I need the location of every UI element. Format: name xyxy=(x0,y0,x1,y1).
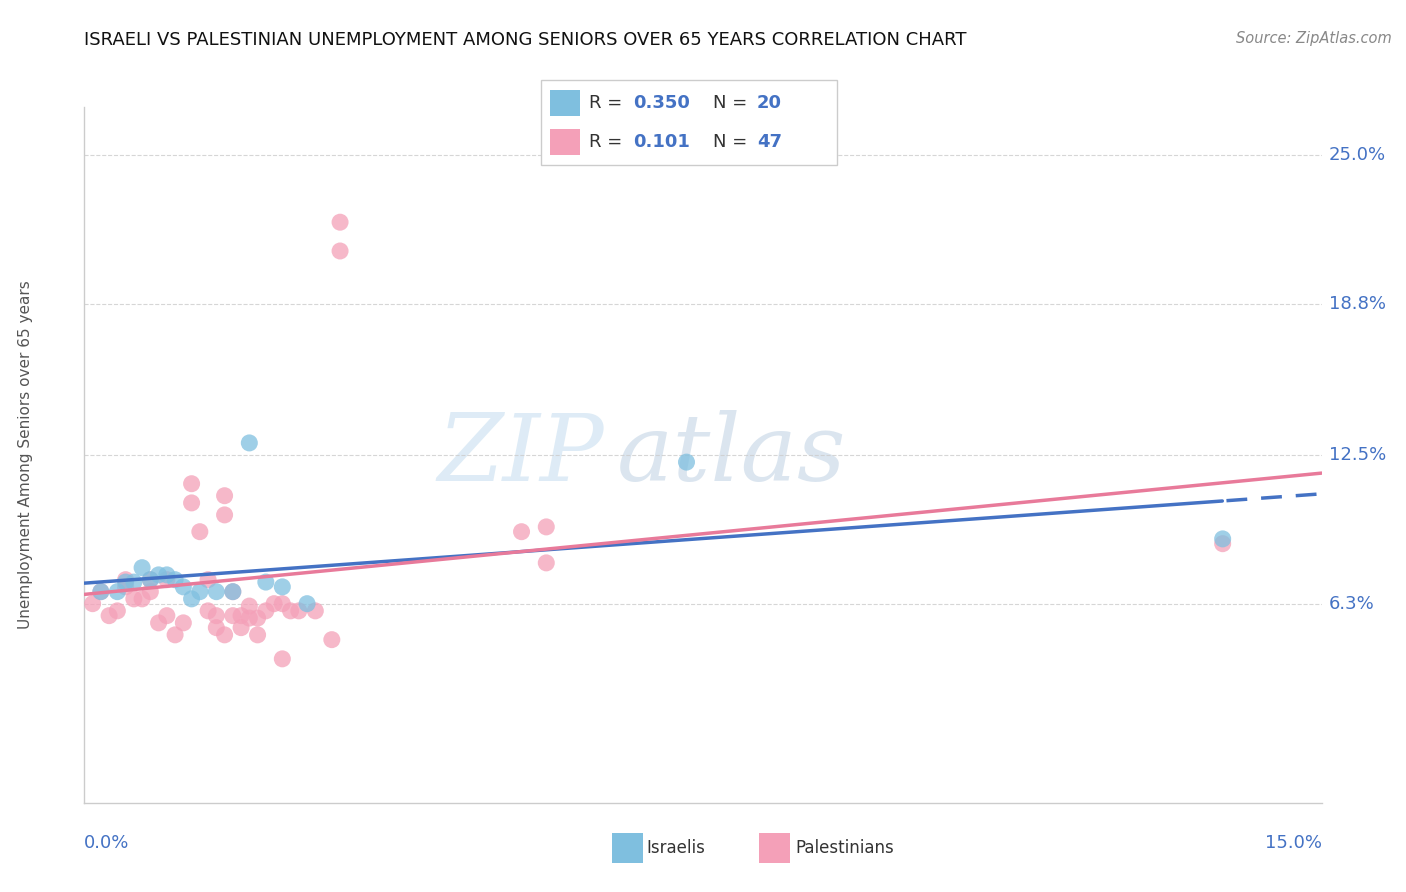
Point xyxy=(214,508,236,522)
Text: 15.0%: 15.0% xyxy=(1264,834,1322,852)
Point xyxy=(238,436,260,450)
Point xyxy=(98,608,121,623)
Point xyxy=(188,524,211,539)
Point xyxy=(1212,532,1234,546)
Point xyxy=(205,584,228,599)
Point xyxy=(165,573,187,587)
Point xyxy=(180,591,202,606)
Point xyxy=(114,575,136,590)
Point xyxy=(214,628,236,642)
Point xyxy=(172,615,194,630)
Point xyxy=(536,556,558,570)
Point xyxy=(139,584,162,599)
Point xyxy=(197,573,219,587)
Point xyxy=(114,573,136,587)
Text: 20: 20 xyxy=(756,95,782,112)
Point xyxy=(131,560,153,574)
Text: 47: 47 xyxy=(756,133,782,151)
Point xyxy=(90,584,112,599)
Point xyxy=(280,604,302,618)
Point xyxy=(222,584,245,599)
Point xyxy=(156,608,179,623)
Point xyxy=(105,584,128,599)
Point xyxy=(139,573,162,587)
Point xyxy=(229,608,252,623)
Text: Israelis: Israelis xyxy=(647,839,706,857)
Text: Palestinians: Palestinians xyxy=(796,839,894,857)
Point xyxy=(148,615,170,630)
Point xyxy=(131,591,153,606)
Text: Source: ZipAtlas.com: Source: ZipAtlas.com xyxy=(1236,31,1392,46)
Point xyxy=(246,628,269,642)
Text: 18.8%: 18.8% xyxy=(1329,294,1386,313)
FancyBboxPatch shape xyxy=(541,80,837,165)
Point xyxy=(510,524,533,539)
Point xyxy=(180,496,202,510)
Text: 6.3%: 6.3% xyxy=(1329,595,1375,613)
Point xyxy=(675,455,697,469)
Point xyxy=(148,567,170,582)
Point xyxy=(122,591,145,606)
Point xyxy=(329,244,352,258)
Point xyxy=(90,584,112,599)
Point xyxy=(254,575,277,590)
Point xyxy=(263,597,285,611)
Point xyxy=(82,597,104,611)
FancyBboxPatch shape xyxy=(550,129,579,155)
Text: atlas: atlas xyxy=(616,410,846,500)
Point xyxy=(180,476,202,491)
Point xyxy=(254,604,277,618)
Point xyxy=(295,597,318,611)
Text: Unemployment Among Seniors over 65 years: Unemployment Among Seniors over 65 years xyxy=(18,281,32,629)
Text: 0.101: 0.101 xyxy=(633,133,690,151)
Point xyxy=(222,584,245,599)
Point xyxy=(329,215,352,229)
Point xyxy=(172,580,194,594)
Point xyxy=(229,621,252,635)
Point xyxy=(156,567,179,582)
Point xyxy=(304,604,326,618)
Point xyxy=(214,489,236,503)
Point xyxy=(139,573,162,587)
Point xyxy=(288,604,311,618)
Point xyxy=(205,608,228,623)
Point xyxy=(238,611,260,625)
Text: ZIP: ZIP xyxy=(437,410,605,500)
Point xyxy=(321,632,343,647)
Point xyxy=(122,575,145,590)
Text: R =: R = xyxy=(589,95,627,112)
Point xyxy=(105,604,128,618)
Point xyxy=(156,573,179,587)
Point xyxy=(238,599,260,613)
Text: R =: R = xyxy=(589,133,627,151)
Point xyxy=(246,611,269,625)
Text: N =: N = xyxy=(713,133,752,151)
Text: ISRAELI VS PALESTINIAN UNEMPLOYMENT AMONG SENIORS OVER 65 YEARS CORRELATION CHAR: ISRAELI VS PALESTINIAN UNEMPLOYMENT AMON… xyxy=(84,31,967,49)
Point xyxy=(271,580,294,594)
Point xyxy=(114,580,136,594)
Point xyxy=(188,584,211,599)
Point xyxy=(197,604,219,618)
Point xyxy=(271,652,294,666)
Text: 25.0%: 25.0% xyxy=(1329,146,1386,164)
Point xyxy=(536,520,558,534)
Text: 12.5%: 12.5% xyxy=(1329,446,1386,464)
Text: 0.350: 0.350 xyxy=(633,95,690,112)
FancyBboxPatch shape xyxy=(550,90,579,116)
Text: 0.0%: 0.0% xyxy=(84,834,129,852)
Point xyxy=(1212,537,1234,551)
Point xyxy=(165,628,187,642)
Point xyxy=(205,621,228,635)
Point xyxy=(222,608,245,623)
Text: N =: N = xyxy=(713,95,752,112)
Point xyxy=(271,597,294,611)
